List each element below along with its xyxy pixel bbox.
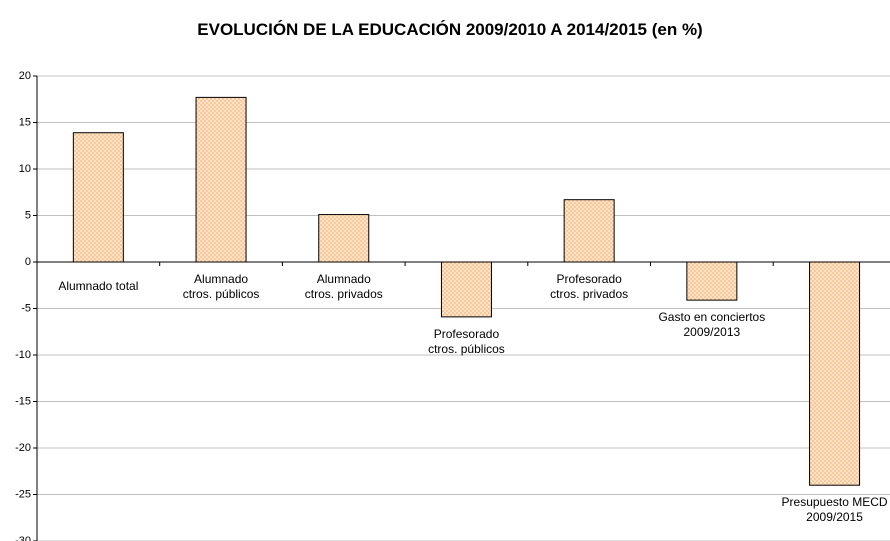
y-tick-label: 5 bbox=[25, 209, 31, 221]
y-tick-label: -15 bbox=[15, 395, 31, 407]
y-tick-label: 20 bbox=[19, 70, 31, 82]
bar bbox=[318, 214, 370, 263]
bar bbox=[809, 261, 861, 486]
bar bbox=[563, 199, 615, 263]
y-tick-label: -5 bbox=[21, 302, 31, 314]
y-tick-label: 10 bbox=[19, 163, 31, 175]
x-tick-label: Alumnado ctros. privados bbox=[304, 272, 383, 301]
bar bbox=[72, 132, 124, 263]
x-tick-label: Profesorado ctros. públicos bbox=[428, 326, 505, 356]
y-tick-label: 15 bbox=[19, 116, 31, 128]
y-tick-label: -25 bbox=[15, 488, 31, 500]
x-tick-label: Profesorado ctros. privados bbox=[550, 272, 629, 301]
x-tick-label: Alumnado ctros. públicos bbox=[182, 272, 260, 301]
y-tick-label: 0 bbox=[25, 256, 31, 268]
x-tick-label: Presupuesto MECD 2009/2015 bbox=[781, 495, 888, 525]
bar bbox=[195, 96, 247, 263]
bar bbox=[440, 261, 492, 318]
y-tick-label: -30 bbox=[15, 535, 31, 541]
x-tick-label: Gasto en conciertos 2009/2013 bbox=[658, 310, 766, 340]
x-tick-label: Alumnado total bbox=[58, 279, 139, 293]
y-tick-label: -20 bbox=[15, 442, 31, 454]
y-tick-label: -10 bbox=[15, 349, 31, 361]
bar bbox=[686, 261, 738, 301]
chart-title: EVOLUCIÓN DE LA EDUCACIÓN 2009/2010 A 20… bbox=[197, 20, 703, 39]
